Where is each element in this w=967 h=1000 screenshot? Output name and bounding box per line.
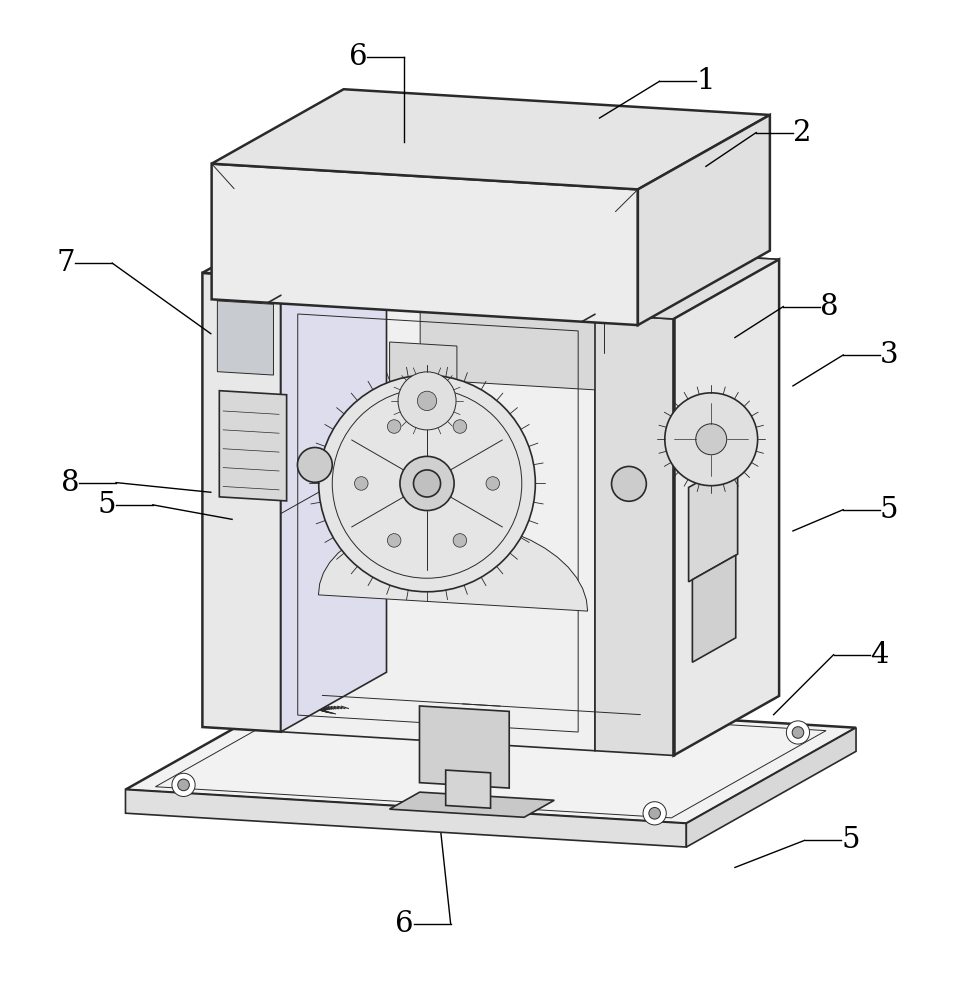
Circle shape: [178, 779, 190, 791]
Circle shape: [355, 477, 368, 490]
Text: 6: 6: [349, 43, 367, 71]
Polygon shape: [387, 236, 700, 691]
Polygon shape: [689, 460, 738, 582]
Circle shape: [400, 456, 454, 511]
Text: 7: 7: [57, 249, 75, 277]
Polygon shape: [687, 728, 856, 847]
Circle shape: [792, 727, 804, 738]
Polygon shape: [202, 213, 387, 278]
Polygon shape: [126, 694, 856, 823]
Polygon shape: [390, 792, 554, 817]
Circle shape: [398, 372, 456, 430]
Polygon shape: [280, 218, 387, 732]
Circle shape: [643, 802, 666, 825]
Circle shape: [454, 534, 467, 547]
Circle shape: [388, 420, 401, 433]
Text: 8: 8: [61, 469, 79, 497]
Polygon shape: [595, 255, 779, 319]
Polygon shape: [202, 273, 280, 732]
Polygon shape: [595, 314, 673, 755]
Polygon shape: [126, 790, 687, 847]
Circle shape: [664, 393, 758, 486]
Circle shape: [454, 420, 467, 433]
Polygon shape: [673, 259, 779, 755]
Circle shape: [414, 470, 441, 497]
Circle shape: [172, 773, 195, 796]
Text: 2: 2: [793, 119, 811, 147]
Polygon shape: [280, 295, 595, 751]
Circle shape: [319, 375, 536, 592]
Circle shape: [321, 698, 333, 710]
Polygon shape: [420, 416, 667, 530]
Polygon shape: [638, 115, 770, 325]
Polygon shape: [226, 228, 755, 322]
Circle shape: [315, 692, 338, 716]
Polygon shape: [322, 713, 659, 737]
Circle shape: [649, 808, 660, 819]
Text: 3: 3: [880, 341, 898, 369]
Text: 5: 5: [841, 826, 860, 854]
Polygon shape: [218, 301, 274, 375]
Text: 4: 4: [870, 641, 889, 669]
Circle shape: [486, 477, 500, 490]
Text: 5: 5: [880, 496, 898, 524]
Polygon shape: [420, 250, 667, 394]
Circle shape: [388, 534, 401, 547]
Circle shape: [298, 447, 333, 482]
Polygon shape: [308, 213, 387, 672]
Circle shape: [418, 391, 437, 411]
Polygon shape: [700, 255, 779, 696]
Text: 5: 5: [98, 491, 116, 519]
Circle shape: [786, 721, 809, 744]
Circle shape: [611, 466, 646, 501]
Text: 1: 1: [696, 67, 715, 95]
Text: 8: 8: [820, 293, 838, 321]
Polygon shape: [446, 770, 490, 808]
Polygon shape: [220, 391, 286, 501]
Polygon shape: [420, 706, 510, 788]
Polygon shape: [692, 555, 736, 662]
Polygon shape: [212, 89, 770, 189]
Polygon shape: [318, 520, 588, 611]
Polygon shape: [212, 164, 638, 325]
Polygon shape: [390, 342, 456, 399]
Circle shape: [695, 424, 726, 455]
Text: 6: 6: [396, 910, 414, 938]
